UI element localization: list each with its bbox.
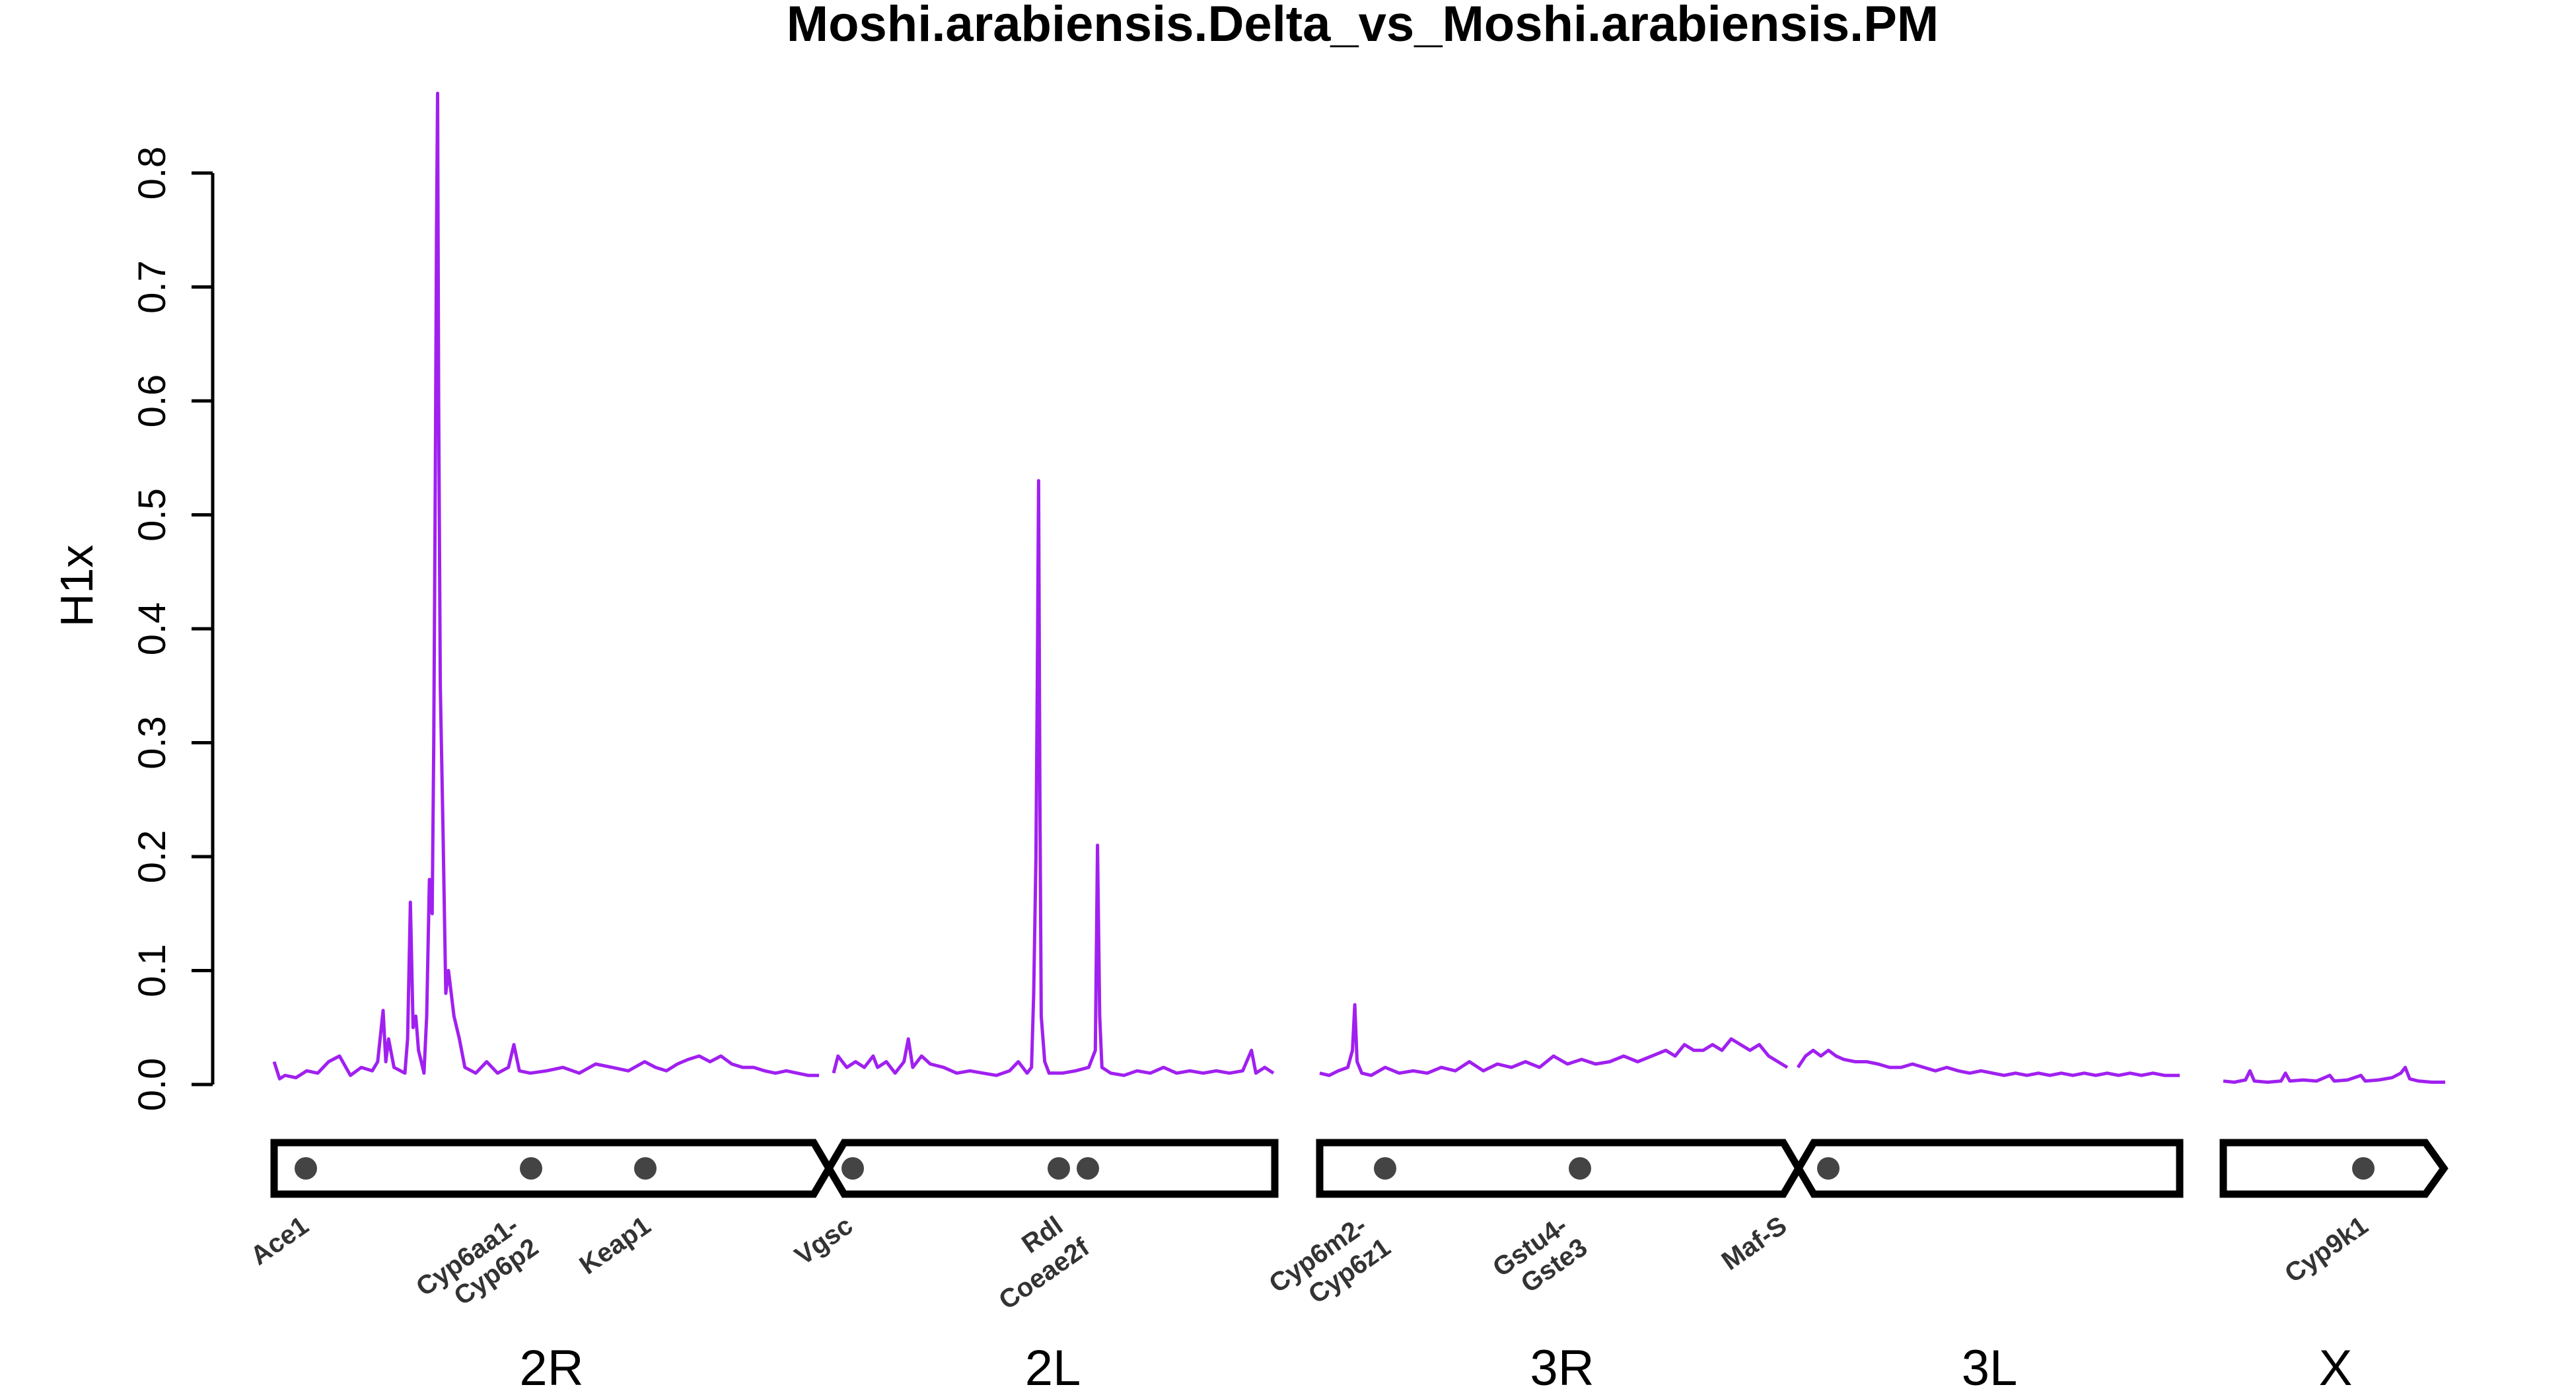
gene-marker-dot: [1077, 1157, 1099, 1180]
gene-marker-dot: [1817, 1157, 1840, 1180]
series-line-2l: [832, 479, 1275, 1077]
gene-marker-dot: [1374, 1157, 1396, 1180]
series-line-x: [2223, 1065, 2445, 1084]
chromosome-label-3l: 3L: [1962, 1340, 2018, 1387]
gene-marker-dot: [295, 1157, 317, 1180]
gene-marker-dot: [2352, 1157, 2375, 1180]
gene-marker-dot: [1048, 1157, 1070, 1180]
chromosome-3-shape: [1316, 1139, 2184, 1198]
chromosome-label-x: X: [2319, 1340, 2353, 1387]
y-tick-label: 0.1: [131, 944, 174, 997]
y-tick-label: 0.2: [131, 830, 174, 884]
y-tick-label: 0.3: [131, 716, 174, 769]
series-line-2r: [272, 91, 819, 1081]
y-axis: 0.0 0.1 0.2 0.3 0.4 0.5 0.6 0.7 0.8: [131, 147, 215, 1112]
chromosome-diagram: [270, 1139, 2449, 1198]
y-tick-label: 0.8: [131, 147, 174, 200]
y-tick-label: 0.7: [131, 260, 174, 314]
gene-marker-dot: [1569, 1157, 1591, 1180]
series-line-3r: [1319, 1003, 1789, 1077]
chromosome-labels: 2R 2L 3R 3L X: [519, 1340, 2352, 1387]
chromosome-x-shape: [2219, 1139, 2449, 1198]
gene-marker-dot: [841, 1157, 864, 1180]
y-axis-label: H1x: [51, 545, 102, 627]
y-tick-label: 0.5: [131, 488, 174, 542]
y-tick-label: 0.6: [131, 374, 174, 428]
series-layer: [272, 91, 2445, 1084]
y-tick-label: 0.0: [131, 1058, 174, 1112]
chromosome-2-shape: [270, 1139, 1279, 1198]
gene-marker-dot: [634, 1157, 657, 1180]
gene-marker-dot: [520, 1157, 542, 1180]
chromosome-label-3r: 3R: [1530, 1340, 1594, 1387]
chromosome-label-2l: 2L: [1025, 1340, 1081, 1387]
chromosome-label-2r: 2R: [519, 1340, 583, 1387]
series-line-3l: [1796, 1048, 2180, 1077]
chart-title: Moshi.arabiensis.Delta_vs_Moshi.arabiens…: [787, 0, 1939, 52]
y-tick-label: 0.4: [131, 602, 174, 656]
